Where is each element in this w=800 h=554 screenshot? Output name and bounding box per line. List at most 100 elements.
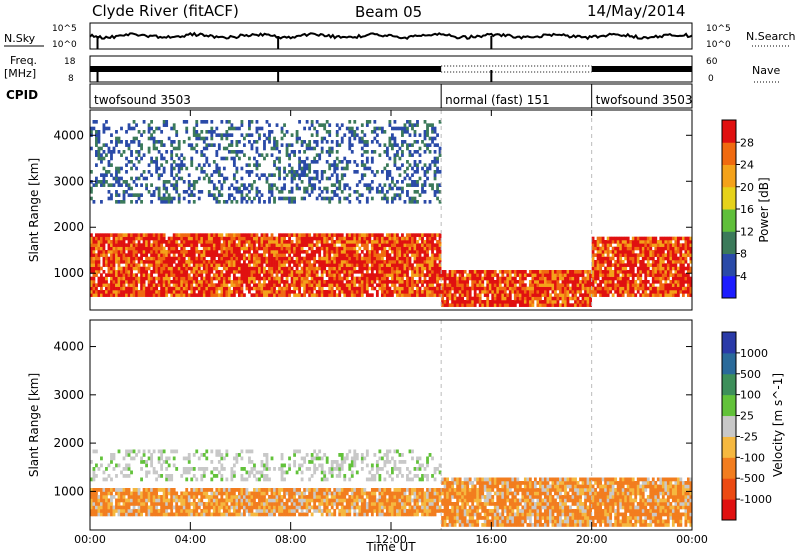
heatmap-cell xyxy=(100,463,103,468)
heatmap-cell xyxy=(110,163,113,167)
heatmap-cell xyxy=(330,196,334,201)
heatmap-cell xyxy=(180,260,184,264)
heatmap-cell xyxy=(310,270,314,274)
heatmap-cell xyxy=(122,286,126,291)
heatmap-cell xyxy=(258,280,261,284)
heatmap-cell xyxy=(368,273,372,277)
heatmap-cell xyxy=(230,263,234,267)
heatmap-cell xyxy=(365,240,369,244)
heatmap-cell xyxy=(518,300,522,304)
heatmap-cell xyxy=(92,260,96,264)
heatmap-cell xyxy=(426,123,429,127)
heatmap-cell xyxy=(416,170,419,174)
heatmap-cell xyxy=(363,233,367,237)
heatmap-cell xyxy=(433,160,437,164)
heatmap-cell xyxy=(423,200,427,204)
heatmap-cell xyxy=(438,150,442,154)
heatmap-cell xyxy=(355,163,359,167)
heatmap-cell xyxy=(217,246,221,251)
heatmap-cell xyxy=(491,276,495,281)
heatmap-cell xyxy=(609,270,613,274)
heatmap-cell xyxy=(130,270,133,274)
heatmap-cell xyxy=(190,146,194,151)
heatmap-cell xyxy=(268,200,271,204)
heatmap-cell xyxy=(303,150,307,154)
heatmap-cell xyxy=(102,470,106,475)
heatmap-cell xyxy=(358,260,362,264)
heatmap-cell xyxy=(393,260,397,264)
heatmap-cell xyxy=(207,240,211,244)
heatmap-cell xyxy=(365,186,369,191)
heatmap-cell xyxy=(403,280,407,284)
heatmap-cell xyxy=(401,236,404,241)
heatmap-cell xyxy=(253,140,256,144)
heatmap-cell xyxy=(232,266,236,271)
heatmap-cell xyxy=(92,243,96,247)
heatmap-cell xyxy=(222,146,226,151)
heatmap-cell xyxy=(391,280,394,284)
heatmap-cell xyxy=(293,150,296,154)
heatmap-cell xyxy=(225,133,229,137)
heatmap-cell xyxy=(413,253,417,257)
nave-label: Nave xyxy=(752,64,780,77)
heatmap-cell xyxy=(406,270,409,274)
heatmap-cell xyxy=(240,243,244,247)
heatmap-cell xyxy=(162,186,166,191)
heatmap-cell xyxy=(107,163,111,167)
heatmap-cell xyxy=(115,273,118,277)
heatmap-cell xyxy=(634,286,638,291)
heatmap-cell xyxy=(270,233,274,237)
heatmap-cell xyxy=(370,263,374,267)
heatmap-cell xyxy=(90,263,93,267)
heatmap-cell xyxy=(360,243,364,247)
heatmap-cell xyxy=(240,290,244,294)
heatmap-cell xyxy=(636,270,640,274)
heatmap-cell xyxy=(157,250,161,254)
heatmap-cell xyxy=(255,166,259,171)
heatmap-cell xyxy=(360,250,364,254)
heatmap-cell xyxy=(255,290,259,294)
heatmap-cell xyxy=(681,286,685,291)
heatmap-cell xyxy=(353,263,357,267)
heatmap-cell xyxy=(596,266,600,271)
heatmap-cell xyxy=(253,156,256,161)
heatmap-cell xyxy=(559,303,562,307)
heatmap-cell xyxy=(318,293,322,297)
heatmap-cell xyxy=(689,260,693,264)
heatmap-cell xyxy=(360,263,364,267)
heatmap-cell xyxy=(313,276,317,281)
heatmap-cell xyxy=(273,196,276,201)
heatmap-cell xyxy=(222,263,226,267)
heatmap-cell xyxy=(102,293,106,297)
heatmap-cell xyxy=(145,186,148,191)
heatmap-cell xyxy=(639,260,643,264)
heatmap-cell xyxy=(313,236,317,241)
heatmap-cell xyxy=(157,256,161,261)
heatmap-cell xyxy=(165,293,169,297)
heatmap-cell xyxy=(338,200,342,204)
heatmap-cell xyxy=(478,300,482,304)
heatmap-cell xyxy=(107,463,111,468)
heatmap-cell xyxy=(115,293,118,297)
heatmap-cell xyxy=(396,233,399,237)
heatmap-cell xyxy=(471,296,475,301)
heatmap-cell xyxy=(130,240,133,244)
heatmap-cell xyxy=(383,266,387,271)
heatmap-cell xyxy=(255,256,259,261)
heatmap-cell xyxy=(345,163,349,167)
heatmap-cell xyxy=(373,253,377,257)
heatmap-cell xyxy=(611,256,615,261)
heatmap-cell xyxy=(167,250,171,254)
heatmap-cell xyxy=(348,273,352,277)
heatmap-cell xyxy=(210,233,214,237)
heatmap-cell xyxy=(418,236,422,241)
heatmap-cell xyxy=(463,300,467,304)
heatmap-cell xyxy=(606,266,610,271)
heatmap-cell xyxy=(130,276,133,281)
heatmap-cell xyxy=(230,150,234,154)
heatmap-cell xyxy=(157,283,161,287)
heatmap-cell xyxy=(418,233,422,237)
heatmap-cell xyxy=(383,193,387,197)
heatmap-cell xyxy=(676,270,680,274)
heatmap-cell xyxy=(350,133,354,137)
